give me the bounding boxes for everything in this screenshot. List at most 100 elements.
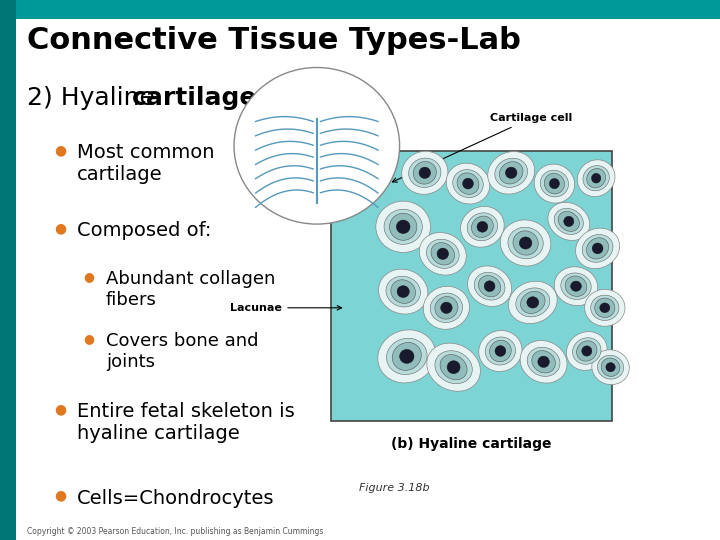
Ellipse shape <box>564 217 574 227</box>
Text: ●: ● <box>54 221 66 235</box>
Ellipse shape <box>582 346 592 356</box>
Ellipse shape <box>427 343 480 391</box>
Ellipse shape <box>472 216 493 238</box>
Ellipse shape <box>495 158 528 187</box>
Ellipse shape <box>577 160 615 197</box>
Ellipse shape <box>387 338 427 375</box>
Ellipse shape <box>435 350 472 384</box>
Ellipse shape <box>520 341 567 383</box>
Text: Composed of:: Composed of: <box>77 221 212 240</box>
Ellipse shape <box>419 233 467 275</box>
Ellipse shape <box>426 239 459 268</box>
FancyBboxPatch shape <box>0 0 16 540</box>
Ellipse shape <box>567 332 607 370</box>
Ellipse shape <box>521 291 545 314</box>
Ellipse shape <box>538 356 549 367</box>
Ellipse shape <box>467 266 512 307</box>
Ellipse shape <box>402 151 448 194</box>
Ellipse shape <box>500 161 523 184</box>
Ellipse shape <box>409 158 441 187</box>
Ellipse shape <box>413 161 436 184</box>
FancyBboxPatch shape <box>331 151 612 421</box>
Ellipse shape <box>397 286 410 298</box>
Ellipse shape <box>485 281 495 292</box>
Ellipse shape <box>554 267 598 306</box>
Text: Most common
cartilage: Most common cartilage <box>77 143 215 184</box>
Text: Covers bone and
joints: Covers bone and joints <box>106 332 258 371</box>
Text: Connective Tissue Types-Lab: Connective Tissue Types-Lab <box>27 26 521 55</box>
Text: Entire fetal skeleton is
hyaline cartilage: Entire fetal skeleton is hyaline cartila… <box>77 402 294 443</box>
Ellipse shape <box>447 361 460 374</box>
Ellipse shape <box>461 206 504 247</box>
Ellipse shape <box>527 297 539 308</box>
Text: ●: ● <box>54 489 66 503</box>
Ellipse shape <box>554 208 583 234</box>
Text: Copyright © 2003 Pearson Education, Inc. publishing as Benjamin Cummings: Copyright © 2003 Pearson Education, Inc.… <box>27 526 324 536</box>
Ellipse shape <box>400 349 414 363</box>
Text: ●: ● <box>83 332 94 345</box>
Ellipse shape <box>440 355 467 380</box>
Ellipse shape <box>490 340 511 362</box>
Ellipse shape <box>508 227 544 259</box>
Ellipse shape <box>548 202 590 240</box>
Ellipse shape <box>534 164 575 203</box>
Ellipse shape <box>577 341 597 361</box>
Ellipse shape <box>595 298 615 318</box>
Ellipse shape <box>419 167 431 178</box>
FancyBboxPatch shape <box>0 0 720 19</box>
Text: cartilage: cartilage <box>132 86 257 110</box>
Text: Cartilage cell: Cartilage cell <box>392 113 572 182</box>
Ellipse shape <box>423 286 469 329</box>
Ellipse shape <box>600 303 610 313</box>
Ellipse shape <box>565 276 587 296</box>
Ellipse shape <box>585 289 625 326</box>
Ellipse shape <box>479 330 522 372</box>
Ellipse shape <box>505 167 517 178</box>
Ellipse shape <box>508 281 557 323</box>
Ellipse shape <box>376 201 431 253</box>
Ellipse shape <box>378 330 436 383</box>
Ellipse shape <box>446 163 490 204</box>
Ellipse shape <box>606 363 615 372</box>
Ellipse shape <box>435 296 458 319</box>
Ellipse shape <box>587 238 608 259</box>
Ellipse shape <box>527 347 560 376</box>
Ellipse shape <box>516 288 550 317</box>
Ellipse shape <box>391 280 415 303</box>
Ellipse shape <box>570 281 582 292</box>
Ellipse shape <box>587 168 606 188</box>
Ellipse shape <box>544 173 564 194</box>
Ellipse shape <box>513 231 539 255</box>
Ellipse shape <box>575 228 620 269</box>
Ellipse shape <box>495 346 505 356</box>
Ellipse shape <box>234 68 400 224</box>
Ellipse shape <box>532 350 555 373</box>
Ellipse shape <box>477 221 488 232</box>
Ellipse shape <box>453 170 483 198</box>
Text: Lacunae: Lacunae <box>230 303 341 313</box>
Ellipse shape <box>598 355 624 379</box>
Ellipse shape <box>583 166 609 191</box>
Ellipse shape <box>592 173 600 183</box>
Ellipse shape <box>592 350 629 384</box>
Ellipse shape <box>590 295 619 320</box>
Ellipse shape <box>392 342 421 370</box>
Ellipse shape <box>384 209 423 244</box>
Ellipse shape <box>540 170 569 197</box>
Text: ●: ● <box>54 402 66 416</box>
Ellipse shape <box>561 273 591 300</box>
Text: Abundant collagen
fibers: Abundant collagen fibers <box>106 270 275 309</box>
Text: (b) Hyaline cartilage: (b) Hyaline cartilage <box>392 437 552 451</box>
Ellipse shape <box>549 178 559 188</box>
Ellipse shape <box>379 269 428 314</box>
Ellipse shape <box>437 248 449 260</box>
Text: 2) Hyaline: 2) Hyaline <box>27 86 163 110</box>
Ellipse shape <box>593 243 603 254</box>
Ellipse shape <box>431 293 462 322</box>
Ellipse shape <box>397 220 410 233</box>
Text: Figure 3.18b: Figure 3.18b <box>359 483 430 494</box>
Ellipse shape <box>582 234 613 262</box>
Ellipse shape <box>519 237 532 249</box>
Ellipse shape <box>441 302 452 313</box>
Ellipse shape <box>457 173 479 194</box>
